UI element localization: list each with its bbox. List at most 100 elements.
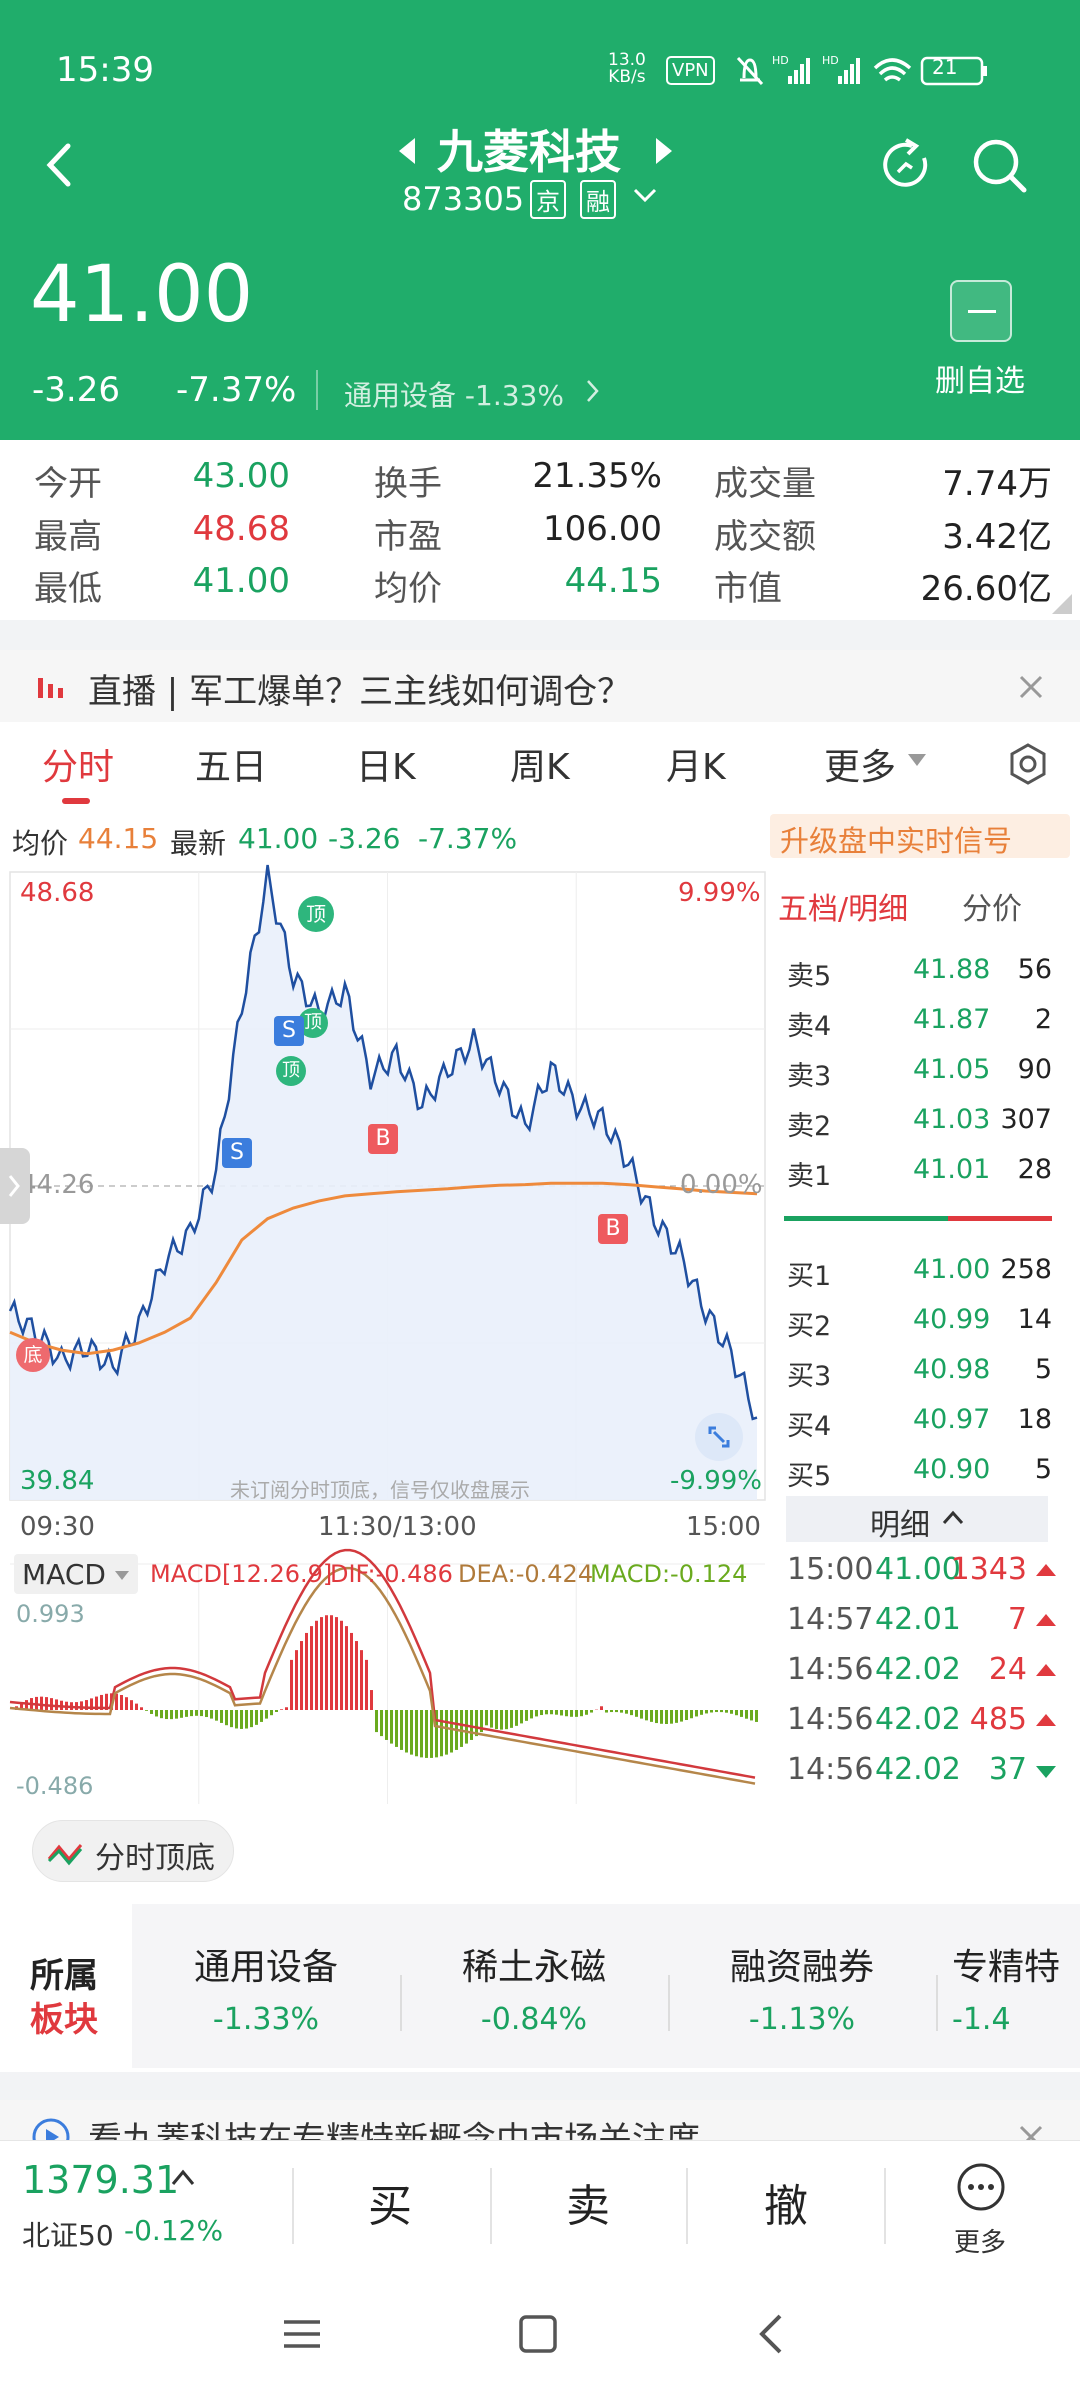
more-icon[interactable]: [956, 2162, 1006, 2212]
cancel-order-button[interactable]: 撤: [764, 2181, 808, 2232]
bids-level[interactable]: 买3 40.98 5: [787, 1354, 1052, 1404]
divider: [400, 1975, 402, 2031]
asks-level[interactable]: 卖5 41.88 56: [787, 954, 1052, 1004]
tab-intraday[interactable]: 分时: [42, 747, 115, 788]
sector-title: 所属 板块: [0, 1904, 132, 2068]
macd-bar: [210, 1710, 213, 1719]
tab-5day[interactable]: 五日: [195, 747, 268, 788]
signal2-icon: HD: [822, 54, 860, 84]
battery-icon: [920, 56, 984, 86]
top-signal-marker-3[interactable]: 顶: [276, 1056, 306, 1086]
asks-level[interactable]: 卖3 41.05 90: [787, 1054, 1052, 1104]
signal-line-icon: [47, 1844, 83, 1866]
level-label: 买4: [787, 1411, 832, 1442]
stock-code: 873305: [402, 180, 525, 218]
bids-level[interactable]: 买5 40.90 5: [787, 1454, 1052, 1504]
back-nav-icon[interactable]: [756, 2312, 786, 2356]
corner-mark-icon: [1052, 594, 1072, 614]
indicator-select[interactable]: MACD: [14, 1554, 138, 1594]
search-icon[interactable]: [970, 136, 1030, 196]
upgrade-signal-button[interactable]: 升级盘中实时信号: [770, 814, 1070, 858]
signal-toggle-button[interactable]: 分时顶底: [32, 1820, 234, 1882]
level-price: 41.87: [913, 1004, 991, 1035]
system-nav-bar: [0, 2270, 1080, 2400]
next-stock-icon[interactable]: [652, 136, 676, 166]
more-label[interactable]: 更多: [954, 2228, 1007, 2258]
settings-icon[interactable]: [1006, 742, 1050, 786]
stat-value: 41.00: [192, 561, 290, 601]
macd-bar: [390, 1710, 393, 1744]
macd-bar: [105, 1693, 108, 1710]
menu-icon[interactable]: [282, 2314, 322, 2354]
macd-bar: [360, 1650, 363, 1710]
stat-value: 43.00: [192, 456, 290, 496]
trade-tick: 14:57 42.01 7: [787, 1602, 1057, 1652]
bids-level[interactable]: 买2 40.99 14: [787, 1304, 1052, 1354]
macd-bar: [355, 1641, 358, 1710]
bottom-signal-marker[interactable]: 底: [16, 1338, 50, 1372]
tab-more[interactable]: 更多: [824, 747, 897, 788]
sell-signal-marker-2[interactable]: S: [274, 1016, 304, 1046]
svg-text:HD: HD: [822, 54, 839, 67]
top-signal-marker[interactable]: 顶: [298, 896, 334, 932]
macd-bar: [165, 1710, 168, 1720]
sector-item[interactable]: 专精特 -1.4: [952, 1947, 1061, 2037]
news-text: 直播 | 军工爆单？三主线如何调仓？: [88, 672, 632, 712]
bids-level[interactable]: 买4 40.97 18: [787, 1404, 1052, 1454]
tab-weekly-k[interactable]: 周K: [510, 747, 570, 788]
chevron-down-icon[interactable]: [632, 186, 658, 206]
sector-item[interactable]: 融资融券 -1.13%: [729, 1947, 874, 2037]
macd-bar: [235, 1710, 238, 1729]
sector-item[interactable]: 稀土永磁 -0.84%: [461, 1947, 606, 2037]
sector-item[interactable]: 通用设备 -1.33%: [193, 1947, 338, 2037]
expand-handle[interactable]: [0, 1148, 30, 1224]
back-icon[interactable]: [40, 140, 80, 190]
buy-signal-marker-2[interactable]: B: [598, 1214, 628, 1244]
chart-tabs: [0, 722, 1080, 808]
level-qty: 5: [1034, 1354, 1052, 1385]
signal-note: 未订阅分时顶底，信号仅收盘展示: [230, 1478, 530, 1502]
macd-bar: [755, 1710, 758, 1722]
index-value[interactable]: 1379.31: [22, 2158, 180, 2202]
tab-daily-k[interactable]: 日K: [356, 747, 416, 788]
refresh-icon[interactable]: [876, 136, 936, 196]
sector-link[interactable]: 通用设备 -1.33%: [344, 379, 564, 412]
macd-bar: [250, 1710, 253, 1728]
buy-signal-marker[interactable]: B: [368, 1124, 398, 1154]
divider: [490, 2168, 492, 2244]
intraday-chart[interactable]: [0, 864, 775, 1814]
tick-down-icon: [1036, 1766, 1056, 1778]
buy-button[interactable]: 买: [368, 2181, 412, 2232]
news-bar-2[interactable]: 看九菱科技在专精特新概念中市场关注度: [0, 2100, 1080, 2140]
asks-level[interactable]: 卖4 41.87 2: [787, 1004, 1052, 1054]
tab-monthly-k[interactable]: 月K: [666, 747, 726, 788]
asks-level[interactable]: 卖1 41.01 28: [787, 1154, 1052, 1204]
home-icon[interactable]: [518, 2314, 558, 2354]
asks-level[interactable]: 卖2 41.03 307: [787, 1104, 1052, 1154]
fullscreen-icon[interactable]: [694, 1412, 744, 1462]
macd-bar: [370, 1690, 373, 1710]
level-price: 41.88: [913, 954, 991, 985]
sell-signal-marker[interactable]: S: [222, 1138, 252, 1168]
close-icon[interactable]: [1018, 674, 1044, 700]
prev-stock-icon[interactable]: [395, 136, 419, 166]
bids-level[interactable]: 买1 41.00 258: [787, 1254, 1052, 1304]
sell-button[interactable]: 卖: [566, 2181, 610, 2232]
macd-bar: [540, 1710, 543, 1716]
macd-bar: [710, 1710, 713, 1713]
dif-line: [9, 1548, 756, 1779]
top-signal-marker-2[interactable]: 顶: [298, 1008, 328, 1038]
close-icon[interactable]: [1018, 2124, 1044, 2140]
chevron-up-icon[interactable]: [170, 2168, 196, 2188]
macd-bar: [185, 1710, 188, 1717]
tab-orderbook[interactable]: 五档/明细: [778, 892, 909, 927]
remove-watch-button[interactable]: [950, 280, 1012, 342]
tab-price-dist[interactable]: 分价: [962, 892, 1022, 927]
stat-label: 市盈: [374, 517, 442, 557]
last-label: 最新: [170, 827, 227, 860]
detail-toggle[interactable]: 明细: [786, 1496, 1048, 1543]
news-bar[interactable]: 直播 | 军工爆单？三主线如何调仓？: [0, 650, 1080, 722]
macd-bar: [240, 1710, 243, 1729]
macd-bar: [480, 1710, 483, 1733]
tick-up-icon: [1036, 1564, 1056, 1576]
